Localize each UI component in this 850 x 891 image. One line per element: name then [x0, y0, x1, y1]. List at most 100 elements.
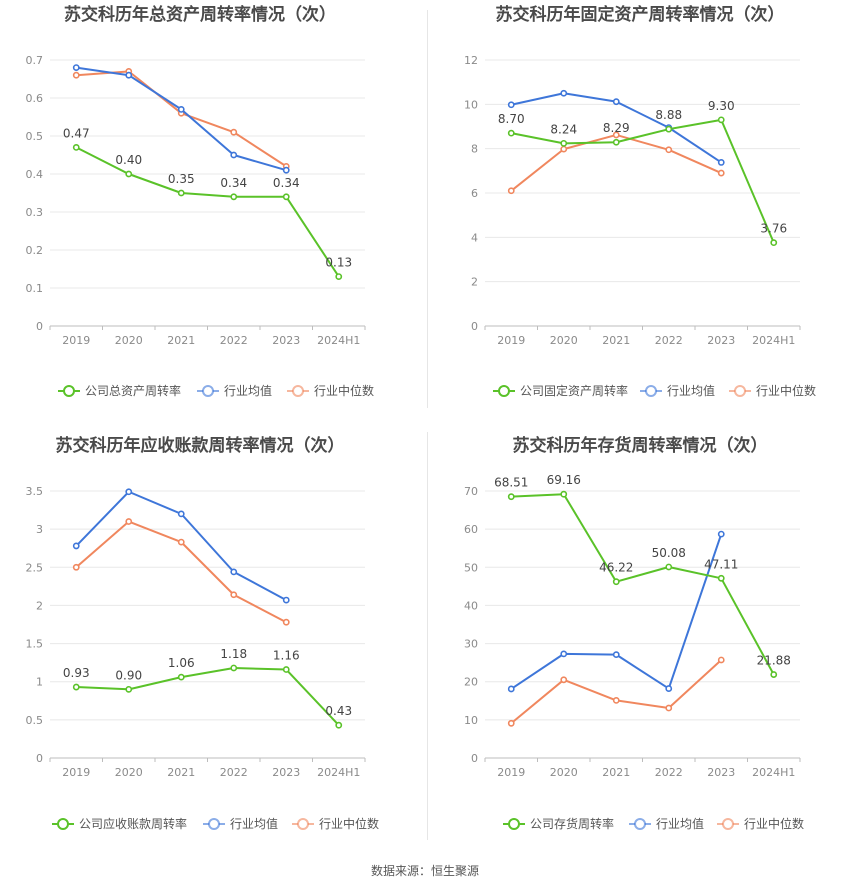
x-tick-label: 2019 — [62, 334, 90, 347]
series-line-company — [511, 118, 775, 244]
data-point-company — [125, 685, 133, 693]
legend-marker — [297, 818, 309, 830]
legend-marker — [57, 818, 69, 830]
chart-title: 苏交科历年固定资产周转率情况（次） — [496, 4, 785, 25]
y-tick-label: 0.3 — [26, 206, 44, 219]
x-tick-label: 2023 — [272, 334, 300, 347]
legend-item-industry_median: 行业中位数 — [292, 816, 379, 831]
data-label: 0.43 — [325, 704, 352, 718]
data-point-industry_avg — [125, 488, 133, 496]
data-label: 68.51 — [494, 476, 528, 490]
series-line-industry_median — [76, 70, 287, 168]
legend-label: 公司固定资产周转率 — [520, 383, 628, 398]
x-tick-label: 2021 — [602, 766, 630, 779]
series-line-company — [76, 666, 340, 726]
data-label: 0.40 — [115, 153, 142, 167]
x-tick-label: 2019 — [62, 766, 90, 779]
x-tick-label: 2024H1 — [752, 766, 795, 779]
data-point-industry_avg — [612, 98, 620, 106]
x-tick-label: 2022 — [655, 334, 683, 347]
legend-item-industry_avg: 行业均值 — [197, 383, 272, 398]
vertical-divider — [427, 10, 428, 408]
data-point-industry_median — [560, 676, 568, 684]
data-label: 47.11 — [704, 557, 738, 571]
legend-label: 行业中位数 — [756, 383, 816, 398]
legend-label: 行业均值 — [656, 816, 704, 831]
data-label: 8.29 — [603, 121, 630, 135]
legend-marker — [498, 385, 510, 397]
y-tick-label: 2 — [471, 276, 478, 289]
legend-marker — [508, 818, 520, 830]
legend-item-company: 公司存货周转率 — [503, 816, 614, 831]
legend-label: 行业中位数 — [319, 816, 379, 831]
legend-label: 行业中位数 — [314, 383, 374, 398]
y-tick-label: 40 — [464, 599, 478, 612]
data-source-note: 数据来源：恒生聚源 — [370, 864, 479, 878]
y-tick-label: 6 — [471, 187, 478, 200]
legend-item-company: 公司固定资产周转率 — [493, 383, 628, 398]
data-point-industry_median — [72, 71, 80, 79]
legend-marker — [722, 818, 734, 830]
legend-item-company: 公司应收账款周转率 — [52, 816, 187, 831]
y-tick-label: 0.2 — [26, 244, 44, 257]
data-point-company — [72, 143, 80, 151]
y-tick-label: 60 — [464, 523, 478, 536]
data-point-company — [507, 129, 515, 137]
x-tick-label: 2021 — [167, 334, 195, 347]
legend-label: 公司应收账款周转率 — [79, 816, 187, 831]
series-line-company — [75, 146, 340, 278]
legend-label: 公司存货周转率 — [530, 816, 614, 831]
x-tick-label: 2022 — [655, 766, 683, 779]
x-tick-label: 2021 — [167, 766, 195, 779]
chart-panel-1: 苏交科历年总资产周转率情况（次） 0 0.1 0.2 0.3 0.4 0.5 0.6 0.7 20… — [26, 4, 375, 398]
data-point-industry_avg — [560, 650, 568, 658]
chart-title: 苏交科历年存货周转率情况（次） — [513, 435, 768, 456]
data-point-industry_avg — [665, 685, 673, 692]
data-label: 0.90 — [115, 668, 142, 682]
data-point-company — [177, 673, 185, 681]
legend-label: 行业均值 — [224, 383, 272, 398]
data-point-company — [665, 125, 673, 133]
data-point-company — [230, 193, 238, 201]
y-tick-label: 0.5 — [26, 714, 44, 727]
data-point-industry_median — [665, 146, 673, 154]
data-label: 50.08 — [652, 546, 686, 560]
x-tick-label: 2024H1 — [317, 334, 360, 347]
data-point-industry_avg — [507, 101, 515, 109]
data-point-industry_avg — [507, 685, 515, 693]
series-line-company — [511, 493, 775, 676]
data-point-company — [560, 139, 568, 147]
x-tick-label: 2020 — [550, 766, 578, 779]
series-line-industry_avg — [75, 490, 287, 601]
data-point-industry_median — [72, 563, 80, 571]
legend-label: 行业均值 — [667, 383, 715, 398]
y-tick-label: 1 — [36, 676, 43, 689]
data-point-company — [72, 683, 80, 691]
legend-marker — [645, 385, 657, 397]
y-tick-label: 70 — [464, 485, 478, 498]
data-point-industry_median — [177, 538, 185, 546]
y-tick-label: 0 — [471, 320, 478, 333]
y-tick-label: 50 — [464, 561, 478, 574]
x-tick-label: 2024H1 — [317, 766, 360, 779]
data-label: 8.88 — [655, 108, 682, 122]
data-point-industry_avg — [230, 151, 238, 159]
data-point-industry_avg — [612, 651, 620, 659]
y-tick-label: 10 — [464, 714, 478, 727]
data-point-industry_median — [717, 656, 725, 664]
x-tick-label: 2023 — [707, 766, 735, 779]
data-point-industry_avg — [282, 166, 290, 174]
data-label: 1.06 — [168, 656, 195, 670]
y-tick-label: 2.5 — [26, 561, 44, 574]
y-tick-label: 10 — [464, 98, 478, 111]
x-tick-label: 2020 — [115, 766, 143, 779]
data-point-company — [335, 273, 343, 280]
x-tick-label: 2020 — [550, 334, 578, 347]
legend-item-company: 公司总资产周转率 — [58, 383, 181, 398]
data-point-industry_avg — [177, 510, 185, 518]
data-point-company — [507, 493, 515, 501]
data-point-industry_avg — [282, 596, 290, 604]
chart-panel-2: 苏交科历年固定资产周转率情况（次） 0 2 4 6 8 10 12 2019 2020 2021 20… — [464, 4, 816, 398]
x-tick-label: 2023 — [272, 766, 300, 779]
legend-label: 行业中位数 — [744, 816, 804, 831]
